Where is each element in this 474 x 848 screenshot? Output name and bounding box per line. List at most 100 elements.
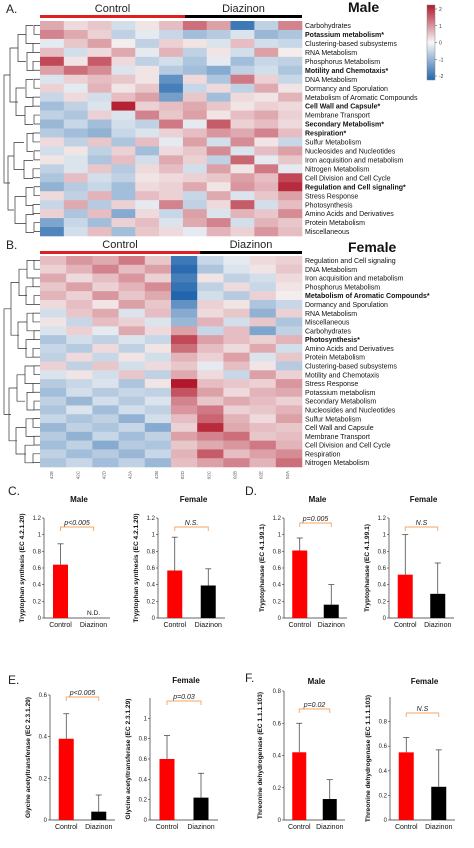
heatmap-cell: [223, 396, 250, 406]
row-label: Regulation and Cell signaling: [305, 258, 396, 265]
heatmap-cell: [223, 440, 250, 450]
heatmap-cell: [66, 273, 93, 283]
heatmap-cell: [206, 137, 231, 147]
heatmap-cell: [197, 299, 224, 310]
y-tick-label: 1: [152, 533, 156, 539]
heatmap-cell: [197, 335, 224, 345]
heatmap-cell: [40, 92, 65, 102]
heatmap-cell: [135, 38, 160, 49]
heatmap-cell: [118, 352, 146, 362]
heatmap-cell: [111, 218, 136, 228]
heatmap-cell: [206, 29, 231, 40]
heatmap-cell: [171, 273, 198, 283]
y-axis-label: Tryptophan synthesis (EC 4.2.1.20): [133, 513, 140, 622]
heatmap-cell: [254, 38, 279, 49]
heatmap-cell: [92, 352, 119, 362]
heatmap-cell: [40, 308, 67, 318]
color-scale-tick-label: -1: [439, 57, 444, 63]
bar-control: [159, 759, 175, 820]
heatmap-cell: [182, 21, 208, 31]
heatmap-cell: [135, 182, 160, 192]
bar-diazinon: [323, 604, 339, 618]
y-tick-label: 0.4: [378, 583, 387, 589]
heatmap-cell: [249, 405, 277, 415]
heatmap-cell: [275, 299, 303, 310]
heatmap-cell: [92, 431, 119, 441]
heatmap-cell: [275, 317, 303, 327]
heatmap-cell: [92, 317, 119, 327]
heatmap-cell: [206, 128, 231, 138]
heatmap-cell: [171, 458, 198, 468]
heatmap-cell: [87, 155, 112, 165]
significance-bracket: [60, 526, 94, 531]
bar-control: [398, 752, 414, 820]
heatmap-cell: [159, 83, 184, 93]
heatmap-cell: [278, 110, 303, 120]
row-label: Protein Metabolism: [305, 355, 365, 362]
heatmap-cell: [254, 65, 279, 76]
y-tick-label: 0.8: [139, 737, 148, 743]
heatmap-cell: [40, 101, 65, 111]
heatmap-cell: [254, 47, 279, 58]
heatmap-cell: [135, 227, 160, 237]
heatmap-cell: [230, 83, 255, 93]
heatmap-cell: [230, 65, 255, 76]
column-label: 42D: [102, 470, 107, 479]
bar-diazinon: [431, 786, 447, 820]
heatmap-cell: [223, 264, 250, 274]
heatmap-cell: [249, 343, 277, 354]
heatmap-cell: [159, 29, 184, 40]
bar-control: [167, 570, 183, 618]
heatmap-cell: [144, 291, 172, 301]
heatmap-cell: [254, 56, 279, 67]
heatmap-cell: [171, 326, 198, 336]
heatmap-cell: [278, 146, 303, 156]
y-axis-label: Tryptophanase (EC 4.1.99.1): [364, 524, 371, 612]
heatmap-cell: [182, 56, 208, 67]
significance-label: p<0.005: [69, 690, 96, 697]
row-label: Nitrogen Metabolism: [305, 460, 369, 467]
heatmap-cell: [171, 405, 198, 415]
row-label: Respiration: [305, 451, 341, 458]
heatmap-cell: [254, 200, 279, 210]
bar-diazinon: [193, 797, 209, 820]
heatmap-cell: [171, 308, 198, 318]
significance-bracket: [299, 522, 332, 527]
heatmap-cell: [278, 218, 303, 228]
heatmap-cell: [223, 431, 250, 441]
heatmap-cell: [118, 343, 146, 354]
heatmap-cell: [197, 343, 224, 354]
heatmap-cell: [66, 282, 93, 292]
significance-bracket: [166, 700, 202, 705]
heatmap-cell: [66, 361, 93, 371]
heatmap-cell: [197, 308, 224, 318]
x-category-label: Control: [49, 622, 72, 629]
heatmap-cell: [182, 128, 208, 138]
heatmap-cell: [223, 335, 250, 345]
heatmap-cell: [118, 326, 146, 336]
heatmap-cell: [249, 449, 277, 459]
color-scale-tick-label: 2: [439, 7, 442, 13]
heatmap-cell: [66, 458, 93, 468]
heatmap-cell: [278, 29, 303, 40]
heatmap-cell: [118, 458, 146, 468]
heatmap-cell: [171, 299, 198, 310]
significance-label: p=0.02: [303, 702, 326, 709]
heatmap-cell: [206, 47, 231, 58]
y-tick-label: 0.4: [139, 777, 148, 783]
heatmap-cell: [40, 449, 67, 459]
column-label: 02E: [259, 471, 264, 479]
heatmap-cell: [144, 387, 172, 397]
heatmap-cell: [63, 164, 88, 174]
heatmap-cell: [118, 291, 146, 301]
heatmap-cell: [40, 343, 67, 354]
heatmap-cell: [206, 218, 231, 228]
row-label: Amino Acids and Derivatives: [305, 346, 394, 353]
heatmap-cell: [182, 191, 208, 201]
heatmap-cell: [118, 405, 146, 415]
x-category-label: Control: [395, 824, 418, 831]
heatmap-cell: [223, 414, 250, 424]
heatmap-cell: [87, 29, 112, 40]
y-tick-label: 0.8: [33, 549, 42, 555]
heatmap-cell: [118, 370, 146, 380]
